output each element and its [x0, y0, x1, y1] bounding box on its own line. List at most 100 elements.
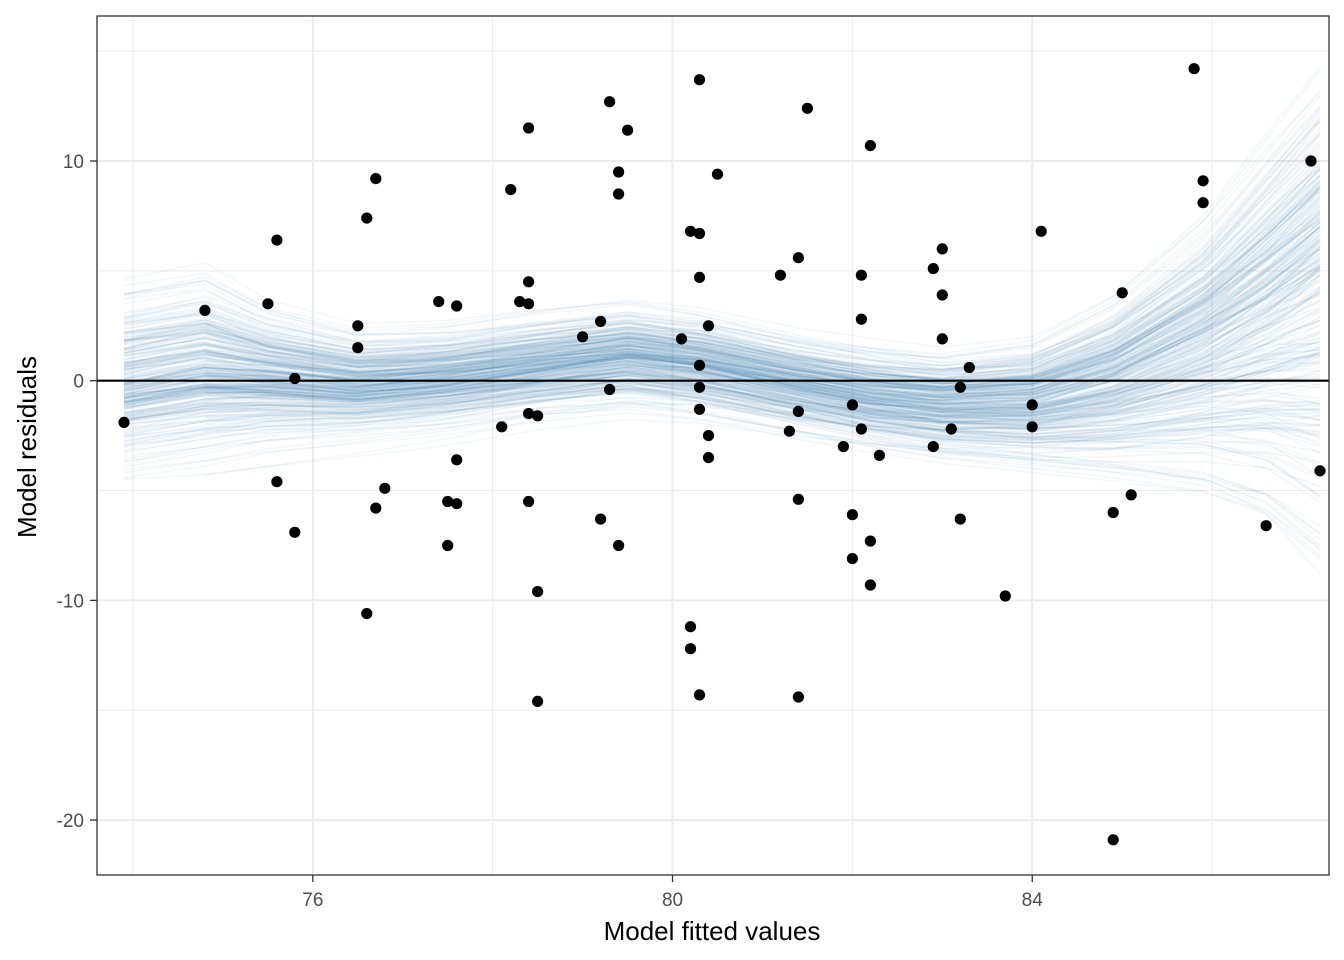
smooth-curve: [123, 360, 1321, 426]
smooth-curve: [123, 107, 1321, 360]
smooth-curve: [123, 265, 1321, 405]
data-point: [523, 276, 535, 288]
data-point: [532, 695, 544, 708]
data-point: [846, 509, 859, 521]
smooth-curve: [123, 176, 1321, 376]
smooth-curve: [123, 266, 1321, 418]
smooth-curve: [204, 178, 1321, 425]
smooth-curve: [123, 242, 1321, 401]
data-point: [523, 122, 535, 134]
data-point: [684, 621, 697, 633]
data-point: [613, 166, 625, 178]
data-point: [595, 315, 607, 327]
data-point: [289, 372, 301, 385]
smooth-curve: [123, 331, 1321, 416]
smooth-curve: [204, 319, 1321, 414]
data-point: [792, 405, 805, 417]
smooth-curve: [123, 270, 1321, 411]
data-point: [370, 502, 382, 514]
data-point: [289, 526, 301, 538]
data-point: [792, 493, 805, 505]
data-point: [370, 173, 382, 185]
data-point: [693, 359, 706, 371]
smooth-curve: [123, 332, 1321, 575]
smooth-curve: [123, 271, 1321, 386]
smooth-curve: [123, 264, 1321, 394]
smooth-curve: [123, 266, 1321, 390]
data-point: [1107, 506, 1119, 519]
smooth-curve: [123, 226, 1321, 390]
smooth-curve: [123, 186, 1321, 481]
x-tick-label: 80: [662, 890, 683, 911]
smooth-curve: [123, 245, 1321, 422]
data-point: [271, 476, 283, 488]
smooth-curve: [123, 357, 1321, 422]
smooth-curve: [123, 188, 1321, 379]
smooth-curve: [123, 213, 1321, 388]
data-point: [523, 298, 535, 310]
smooth-curve: [123, 401, 1321, 487]
smooth-curve: [123, 288, 1321, 440]
smooth-curve: [123, 246, 1321, 393]
data-point: [361, 212, 373, 224]
data-point: [1026, 399, 1038, 411]
smooth-curve: [123, 350, 1321, 415]
smooth-curve: [123, 346, 1321, 441]
data-point: [927, 263, 939, 275]
data-point: [693, 403, 706, 415]
data-point: [693, 271, 706, 283]
smooth-curve: [123, 313, 1321, 413]
data-point: [505, 184, 517, 196]
data-point: [675, 333, 688, 345]
data-point: [271, 234, 283, 246]
smooth-curve: [123, 349, 1321, 426]
smooth-curve: [123, 247, 1321, 449]
data-point: [801, 102, 814, 114]
smooth-curve: [123, 183, 1321, 386]
data-point: [774, 269, 787, 281]
smooth-curve: [123, 120, 1321, 434]
data-point: [523, 408, 535, 420]
smooth-curve: [123, 213, 1321, 382]
data-point: [604, 383, 616, 396]
smooth-curve: [204, 261, 1321, 392]
smooth-curve: [123, 385, 1321, 534]
smooth-curve: [123, 221, 1321, 414]
smooth-curve: [123, 388, 1321, 441]
smooth-curve: [123, 292, 1321, 413]
smooth-curve: [123, 216, 1321, 385]
smooth-curve: [123, 227, 1321, 388]
smooth-curve: [123, 257, 1321, 398]
data-point: [451, 300, 463, 312]
data-point: [514, 296, 526, 308]
smooth-curve: [123, 354, 1321, 427]
smooth-curve: [123, 240, 1321, 401]
smooth-curve: [123, 263, 1321, 402]
smooth-curve: [123, 253, 1321, 397]
data-point: [622, 124, 634, 136]
smooth-curve: [123, 163, 1321, 386]
smooth-curve: [123, 180, 1321, 386]
smooth-curve: [123, 194, 1321, 388]
smooth-curve: [123, 207, 1321, 384]
smooth-curve: [204, 186, 1321, 393]
smooth-curve: [123, 378, 1321, 438]
smooth-curve: [123, 139, 1321, 376]
smooth-curve: [123, 198, 1321, 399]
smooth-curve: [123, 386, 1321, 442]
smooth-curve: [123, 253, 1321, 387]
y-axis-title: Model residuals: [12, 356, 42, 538]
smooth-curve: [123, 208, 1321, 382]
smooth-curve: [123, 260, 1321, 435]
data-point: [433, 296, 445, 308]
smooth-curve: [123, 317, 1321, 417]
data-point: [684, 225, 697, 237]
smooth-curve: [123, 168, 1321, 423]
smooth-curve: [204, 359, 1321, 431]
smooth-curve: [123, 248, 1321, 394]
smooth-curve: [123, 134, 1321, 446]
smooth-curve: [204, 273, 1321, 421]
data-point: [864, 140, 877, 152]
smooth-curve: [123, 66, 1321, 372]
smooth-curve: [123, 329, 1321, 422]
